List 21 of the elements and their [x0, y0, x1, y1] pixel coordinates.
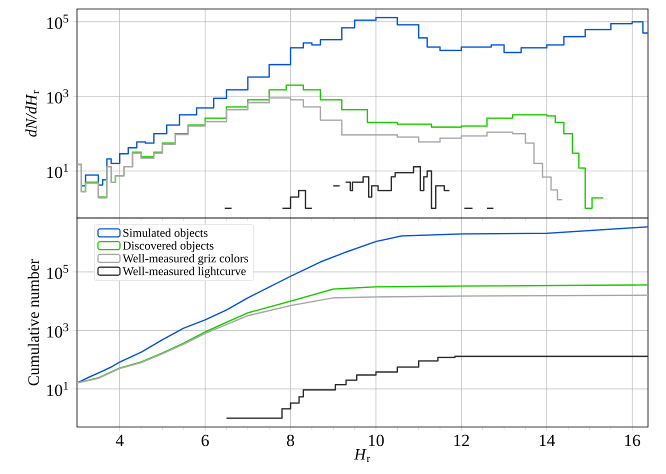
legend-label: Discovered objects: [122, 241, 214, 252]
x-tick-label: 14: [540, 434, 555, 446]
legend-label: Well-measured lightcurve: [122, 266, 246, 278]
y-axis-title: dN/dH$_{r}$: [25, 90, 40, 137]
x-tick-label: 4: [116, 434, 124, 446]
legend-label: Well-measured griz colors: [122, 254, 248, 265]
y-tick-label: 10$^{3}$: [47, 323, 68, 338]
x-axis-title: H$_{r}$: [354, 449, 370, 462]
x-tick-label: 16: [625, 434, 640, 446]
x-tick-label: 12: [454, 434, 469, 446]
y-tick-label: 10$^{5}$: [47, 14, 68, 29]
x-tick-label: 6: [202, 434, 209, 446]
legend-label: Simulated objects: [123, 228, 208, 240]
y-tick-label: 10$^{3}$: [47, 89, 68, 104]
x-tick-label: 8: [286, 434, 294, 446]
x-tick-label: 10: [368, 434, 384, 446]
y-axis-title: Cumulative number: [28, 259, 40, 386]
line-series: [77, 226, 648, 384]
y-tick-label: 10$^{5}$: [47, 264, 68, 280]
y-tick-label: 10$^{1}$: [47, 164, 68, 178]
y-tick-label: 10$^{1}$: [47, 382, 68, 396]
